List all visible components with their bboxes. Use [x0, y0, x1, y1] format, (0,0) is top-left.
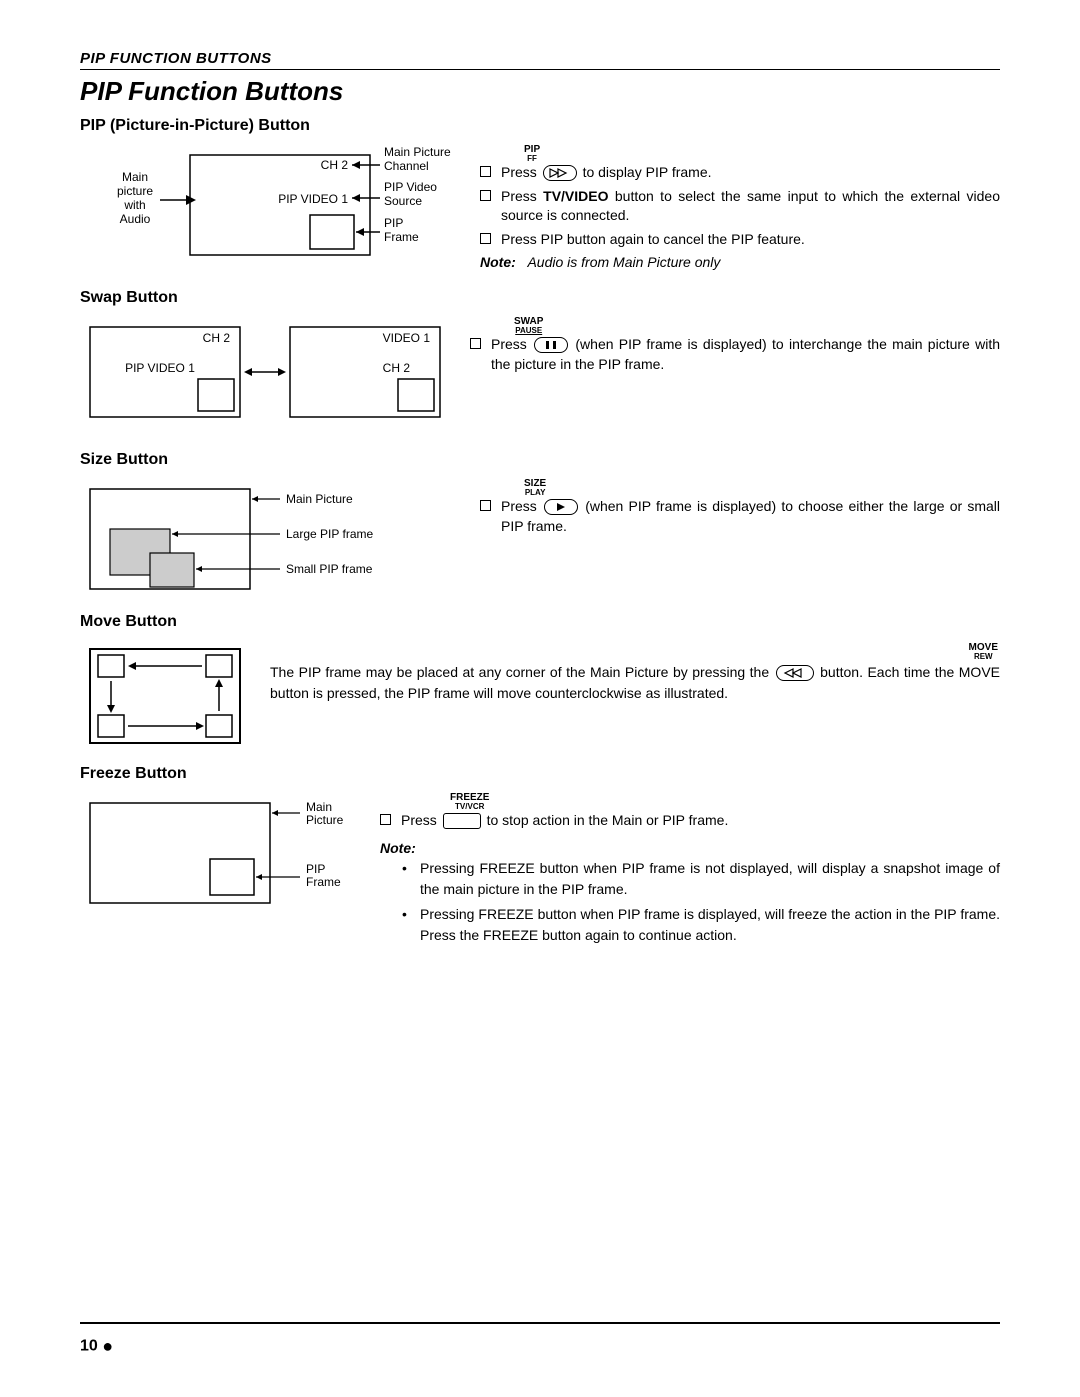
- svg-text:PIP: PIP: [384, 216, 403, 230]
- move-btn-sublabel: REW: [974, 653, 993, 661]
- svg-text:Main: Main: [122, 170, 148, 184]
- svg-text:PIP: PIP: [306, 862, 325, 876]
- pip-note: Audio is from Main Picture only: [527, 254, 720, 270]
- svg-text:Main Picture: Main Picture: [384, 145, 451, 159]
- swap-btn-sublabel: PAUSE: [515, 327, 542, 335]
- freeze-button-icon: [443, 813, 481, 829]
- svg-text:Frame: Frame: [384, 230, 419, 244]
- svg-text:CH 2: CH 2: [203, 331, 231, 345]
- freeze-notes: Pressing FREEZE button when PIP frame is…: [380, 858, 1000, 946]
- svg-text:Audio: Audio: [120, 212, 151, 226]
- checkbox-icon: [380, 814, 391, 825]
- size-diagram: Main Picture Large PIP frame Small PIP f…: [80, 479, 420, 599]
- svg-text:with: with: [123, 198, 145, 212]
- swap-heading: Swap Button: [80, 289, 1000, 307]
- svg-text:Main Picture: Main Picture: [286, 492, 353, 506]
- svg-text:picture: picture: [117, 184, 153, 198]
- running-head: PIP FUNCTION BUTTONS: [80, 50, 1000, 67]
- svg-text:Channel: Channel: [384, 159, 429, 173]
- page-footer: 10 ●: [80, 1322, 1000, 1357]
- svg-text:PIP VIDEO 1: PIP VIDEO 1: [278, 192, 348, 206]
- svg-text:VIDEO 1: VIDEO 1: [383, 331, 431, 345]
- svg-text:PIP VIDEO 1: PIP VIDEO 1: [125, 361, 195, 375]
- pause-icon: [534, 337, 568, 353]
- rew-icon: [776, 665, 814, 681]
- freeze-text: Press to stop action in the Main or PIP …: [401, 811, 728, 831]
- move-diagram: [80, 641, 250, 751]
- swap-diagram: CH 2 PIP VIDEO 1 VIDEO 1 CH 2: [80, 317, 450, 437]
- pip-btn-sublabel: FF: [527, 155, 537, 163]
- checkbox-icon: [480, 166, 491, 177]
- pip-heading: PIP (Picture-in-Picture) Button: [80, 117, 1000, 135]
- svg-text:Small PIP frame: Small PIP frame: [286, 562, 373, 576]
- checkbox-icon: [480, 190, 491, 201]
- move-heading: Move Button: [80, 613, 1000, 631]
- play-icon: [544, 499, 578, 515]
- svg-text:Large PIP frame: Large PIP frame: [286, 527, 373, 541]
- svg-text:Picture: Picture: [306, 813, 344, 827]
- move-text: MOVEREW The PIP frame may be placed at a…: [270, 641, 1000, 704]
- pip-bullet-2: Press TV/VIDEO button to select the same…: [501, 187, 1000, 226]
- checkbox-icon: [480, 500, 491, 511]
- pip-bullet-3: Press PIP button again to cancel the PIP…: [501, 230, 805, 250]
- size-btn-sublabel: PLAY: [525, 489, 546, 497]
- note-label: Note:: [480, 254, 516, 270]
- pip-bullet-1: Press to display PIP frame.: [501, 163, 712, 183]
- svg-text:PIP Video: PIP Video: [384, 180, 437, 194]
- freeze-heading: Freeze Button: [80, 765, 1000, 783]
- svg-text:Source: Source: [384, 194, 422, 208]
- freeze-diagram: Main Picture PIP Frame: [80, 793, 360, 913]
- svg-text:Frame: Frame: [306, 875, 341, 889]
- swap-text: Press (when PIP frame is displayed) to i…: [491, 335, 1000, 374]
- note-label: Note:: [380, 840, 416, 856]
- page-number: 10: [80, 1338, 98, 1355]
- header-rule: [80, 69, 1000, 70]
- checkbox-icon: [470, 338, 481, 349]
- svg-text:CH 2: CH 2: [383, 361, 411, 375]
- bullet-icon: ●: [102, 1336, 113, 1356]
- size-text: Press (when PIP frame is displayed) to c…: [501, 497, 1000, 536]
- checkbox-icon: [480, 233, 491, 244]
- pip-diagram: CH 2 PIP VIDEO 1 Main picture with Audio…: [80, 145, 460, 275]
- size-heading: Size Button: [80, 451, 1000, 469]
- freeze-btn-sublabel: TV/VCR: [455, 803, 484, 811]
- ff-icon: [543, 165, 577, 181]
- page-title: PIP Function Buttons: [80, 76, 1000, 107]
- svg-text:CH 2: CH 2: [321, 158, 349, 172]
- svg-text:Main: Main: [306, 800, 332, 814]
